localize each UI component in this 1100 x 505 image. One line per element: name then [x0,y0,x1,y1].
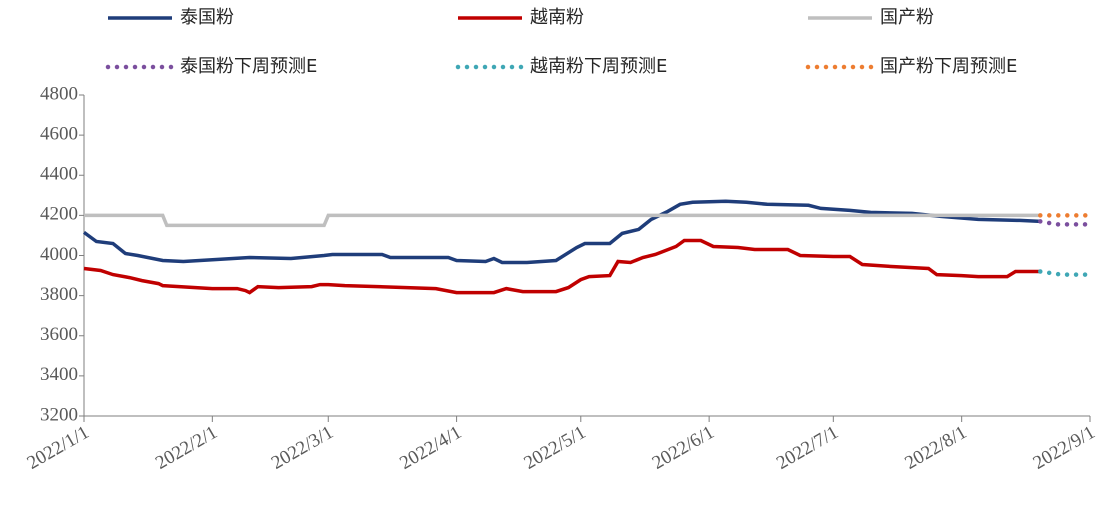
x-tick-label: 2022/9/1 [1030,422,1099,474]
y-tick-label: 4400 [40,164,78,185]
legend-label: 泰国粉下周预测E [180,56,317,77]
y-tick-label: 3600 [40,324,78,345]
legend-label: 国产粉 [880,7,934,28]
y-tick-label: 4200 [40,204,78,225]
y-tick-label: 3200 [40,404,78,425]
legend-label: 国产粉下周预测E [880,56,1017,77]
y-tick-label: 3400 [40,364,78,385]
y-tick-label: 3800 [40,284,78,305]
legend-label: 越南粉下周预测E [530,56,667,77]
series-line [1038,269,1093,277]
series-line [83,238,1041,295]
x-tick-label: 2022/4/1 [396,422,465,474]
x-tick-label: 2022/1/1 [24,422,93,474]
series-line [84,213,1041,228]
legend-label: 越南粉 [530,7,584,28]
x-tick-label: 2022/2/1 [152,422,221,474]
x-tick-label: 2022/6/1 [649,422,718,474]
y-tick-label: 4000 [40,244,78,265]
y-tick-label: 4800 [40,83,78,104]
series-line [1038,219,1093,227]
y-tick-label: 4600 [40,123,78,144]
x-tick-label: 2022/3/1 [268,422,337,474]
x-tick-label: 2022/8/1 [901,422,970,474]
x-tick-label: 2022/5/1 [520,422,589,474]
x-tick-label: 2022/7/1 [773,422,842,474]
legend-label: 泰国粉 [180,7,234,28]
series-line [82,199,1041,265]
